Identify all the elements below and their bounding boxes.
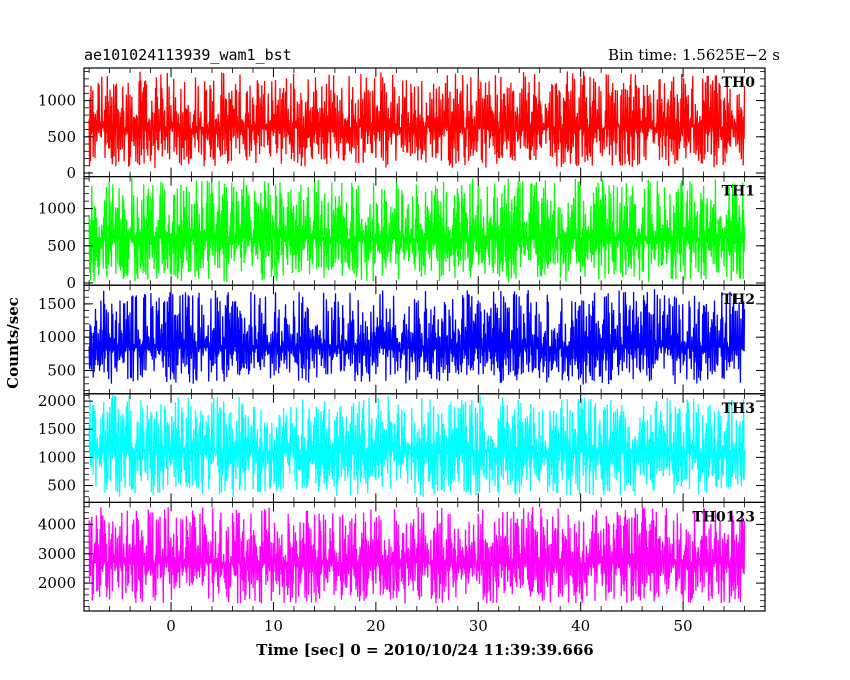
panel-th0123: 2000 3000 4000 TH0123 — [38, 501, 766, 612]
x-tick-label: 30 — [469, 617, 488, 635]
panel-label-th0: TH0 — [722, 75, 756, 91]
chart-title: ae101024113939_wam1_bst — [84, 46, 292, 64]
x-tick-label: 50 — [674, 617, 693, 635]
series-th2 — [88, 289, 746, 385]
x-tick-label: 10 — [264, 617, 283, 635]
panel-label-th1: TH1 — [722, 184, 755, 200]
panel-th0: 0 500 1000 TH0 — [38, 67, 766, 182]
x-tick-label: 20 — [366, 617, 385, 635]
y-tick-label: 500 — [47, 477, 76, 495]
y-tick-label: 500 — [47, 361, 76, 379]
y-tick-label: 0 — [66, 274, 76, 292]
series-th0 — [88, 71, 746, 169]
series-th1 — [88, 178, 746, 283]
x-axis-label: Time [sec] 0 = 2010/10/24 11:39:39.666 — [256, 641, 593, 659]
bin-time-label: Bin time: 1.5625E−2 s — [608, 46, 780, 64]
panel-th3: 500 1000 1500 2000 TH3 — [38, 392, 766, 503]
y-tick-label: 500 — [47, 237, 76, 255]
y-tick-label: 1000 — [38, 448, 76, 466]
y-tick-label: 1000 — [38, 92, 76, 110]
x-tick-label: 0 — [166, 617, 176, 635]
y-tick-label: 2000 — [38, 392, 76, 410]
panel-th1: 0 500 1000 TH1 — [38, 176, 766, 292]
panel-frame — [83, 501, 766, 612]
y-tick-label: 2000 — [38, 574, 76, 592]
panel-th2: 500 1000 1500 TH2 — [38, 284, 766, 395]
y-tick-label: 1000 — [38, 200, 76, 218]
y-tick-label: 0 — [66, 164, 76, 182]
panel-label-th2: TH2 — [722, 292, 755, 308]
series-th0123 — [88, 506, 746, 604]
y-tick-label: 500 — [47, 128, 76, 146]
y-axis-label: Counts/sec — [4, 297, 22, 389]
panel-label-th0123: TH0123 — [692, 509, 755, 525]
series-th3 — [88, 394, 746, 497]
y-tick-label: 1500 — [38, 295, 76, 313]
y-tick-label: 3000 — [38, 545, 76, 563]
panel-label-th3: TH3 — [722, 401, 755, 417]
y-tick-label: 1500 — [38, 420, 76, 438]
y-tick-label: 1000 — [38, 328, 76, 346]
x-tick-label: 40 — [571, 617, 590, 635]
y-tick-label: 4000 — [38, 515, 76, 533]
